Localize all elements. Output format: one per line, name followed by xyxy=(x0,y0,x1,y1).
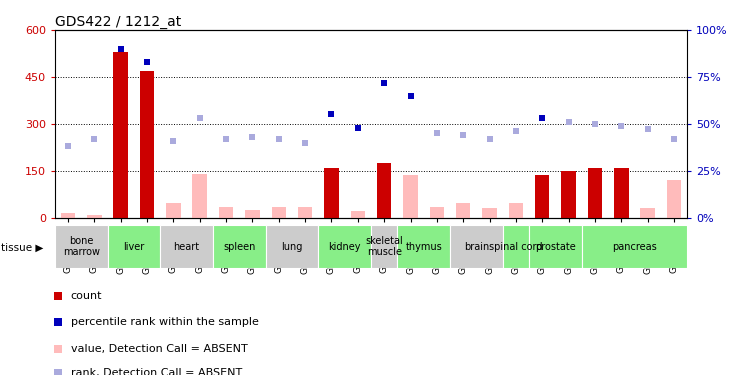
Bar xyxy=(325,168,338,217)
Bar xyxy=(588,168,602,217)
Bar xyxy=(160,225,213,268)
Text: thymus: thymus xyxy=(405,242,442,252)
Text: spleen: spleen xyxy=(223,242,255,252)
Bar xyxy=(371,225,398,268)
Bar xyxy=(529,225,582,268)
Text: lung: lung xyxy=(281,242,303,252)
Bar xyxy=(404,176,417,217)
Bar xyxy=(582,225,687,268)
Bar xyxy=(503,225,529,268)
Bar xyxy=(561,171,576,217)
Text: heart: heart xyxy=(173,242,200,252)
Bar xyxy=(535,176,550,217)
Text: percentile rank within the sample: percentile rank within the sample xyxy=(71,317,259,327)
Text: rank, Detection Call = ABSENT: rank, Detection Call = ABSENT xyxy=(71,368,242,375)
Text: GDS422 / 1212_at: GDS422 / 1212_at xyxy=(55,15,181,29)
Bar xyxy=(265,225,318,268)
Bar xyxy=(271,207,286,218)
Bar xyxy=(351,211,365,217)
Bar xyxy=(55,225,107,268)
Text: skeletal
muscle: skeletal muscle xyxy=(366,236,403,257)
Bar xyxy=(219,207,233,218)
Bar xyxy=(614,168,629,217)
Bar xyxy=(482,208,497,218)
Bar xyxy=(298,207,312,218)
Bar xyxy=(509,203,523,217)
Bar xyxy=(166,203,181,217)
Bar xyxy=(377,163,391,218)
Bar xyxy=(640,208,655,218)
Bar xyxy=(140,70,154,217)
Text: kidney: kidney xyxy=(328,242,361,252)
Text: spinal cord: spinal cord xyxy=(489,242,542,252)
Bar xyxy=(398,225,450,268)
Text: brain: brain xyxy=(463,242,489,252)
Text: prostate: prostate xyxy=(535,242,576,252)
Bar xyxy=(245,210,260,218)
Text: liver: liver xyxy=(124,242,145,252)
Bar xyxy=(113,52,128,217)
Bar xyxy=(456,203,471,217)
Bar xyxy=(430,207,444,218)
Bar xyxy=(107,225,160,268)
Bar xyxy=(667,180,681,218)
Bar xyxy=(450,225,503,268)
Bar xyxy=(192,174,207,217)
Bar xyxy=(318,225,371,268)
Bar xyxy=(61,213,75,217)
Text: tissue ▶: tissue ▶ xyxy=(1,243,43,252)
Text: value, Detection Call = ABSENT: value, Detection Call = ABSENT xyxy=(71,344,247,354)
Bar xyxy=(87,215,102,217)
Text: bone
marrow: bone marrow xyxy=(63,236,99,257)
Text: count: count xyxy=(71,291,102,301)
Text: pancreas: pancreas xyxy=(612,242,657,252)
Bar xyxy=(213,225,265,268)
